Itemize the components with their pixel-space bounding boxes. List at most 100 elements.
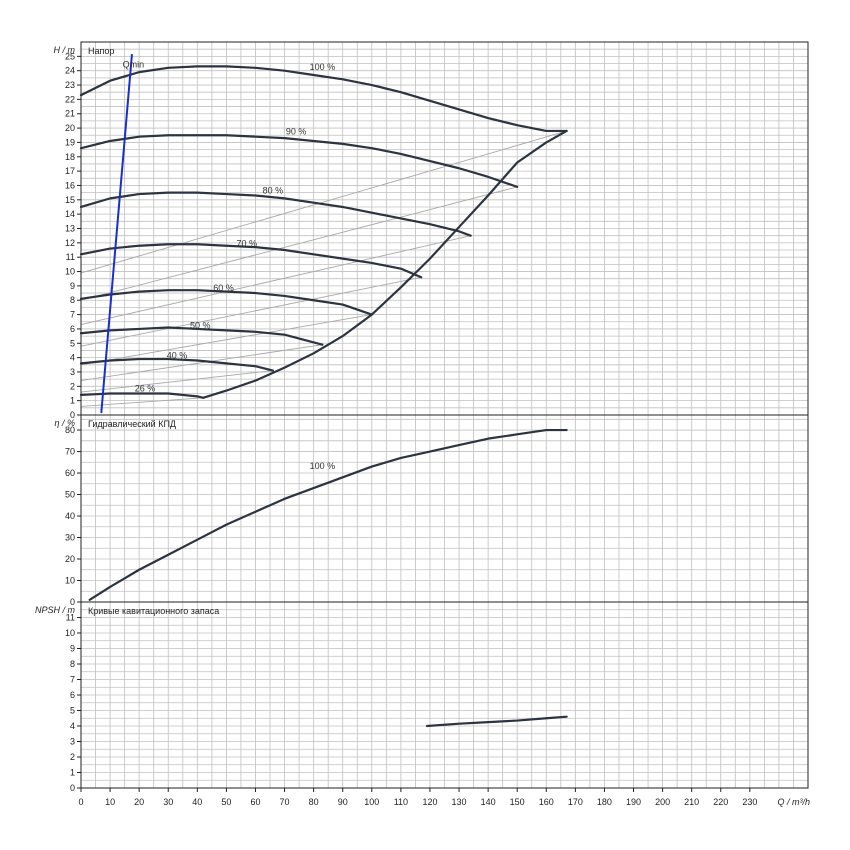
curve-label: 26 % — [135, 383, 156, 393]
y-tick-label: 6 — [70, 324, 75, 334]
x-tick-label: 220 — [713, 797, 728, 807]
x-tick-label: 200 — [655, 797, 670, 807]
y-tick-label: 24 — [65, 66, 75, 76]
series-line — [79, 65, 568, 133]
x-tick-label: 100 — [364, 797, 379, 807]
x-tick-label: 230 — [742, 797, 757, 807]
x-tick-label: 40 — [192, 797, 202, 807]
series-line — [79, 392, 205, 399]
curve-label: 70 % — [236, 239, 257, 249]
y-tick-label: 0 — [70, 597, 75, 607]
y-tick-label: 20 — [65, 123, 75, 133]
series-line — [425, 715, 568, 728]
y-tick-label: 9 — [70, 281, 75, 291]
x-tick-label: 130 — [452, 797, 467, 807]
series-line — [79, 289, 373, 316]
helper-line — [80, 344, 323, 382]
y-tick-label: 10 — [65, 628, 75, 638]
x-tick-label: 90 — [338, 797, 348, 807]
panel-title: Кривые кавитационного запаса — [88, 606, 219, 616]
y-tick-label: 16 — [65, 180, 75, 190]
x-axis-label: Q / m³/h — [777, 797, 810, 807]
x-tick-label: 60 — [250, 797, 260, 807]
helper-line — [80, 314, 372, 366]
y-tick-label: 14 — [65, 209, 75, 219]
x-tick-label: 10 — [105, 797, 115, 807]
helper-line — [80, 235, 471, 326]
series-line — [79, 357, 275, 372]
series-line — [202, 129, 568, 399]
y-tick-label: 3 — [70, 737, 75, 747]
y-tick-label: 22 — [65, 94, 75, 104]
series-line — [79, 134, 519, 188]
curve-label: 50 % — [190, 320, 211, 330]
series-line — [79, 243, 423, 279]
y-tick-label: 11 — [66, 613, 75, 623]
y-tick-label: 15 — [65, 195, 75, 205]
y-tick-label: 0 — [70, 783, 75, 793]
y-tick-label: 7 — [70, 675, 75, 685]
x-tick-label: 180 — [597, 797, 612, 807]
y-axis-label: η / % — [54, 418, 75, 428]
helper-line — [80, 186, 518, 301]
y-tick-label: 9 — [70, 644, 75, 654]
y-tick-label: 11 — [66, 252, 75, 262]
curve-label: 100 % — [310, 461, 336, 471]
series-line — [88, 428, 568, 601]
y-tick-label: 40 — [65, 511, 75, 521]
panel-0: 0123456789101112131415161718192021222324… — [54, 41, 809, 420]
y-tick-label: 13 — [65, 224, 75, 234]
y-tick-label: 20 — [65, 554, 75, 564]
qmin-line — [100, 53, 133, 414]
y-tick-label: 2 — [70, 752, 75, 762]
x-tick-label: 0 — [78, 797, 83, 807]
curve-label: 90 % — [286, 127, 307, 137]
y-tick-label: 10 — [65, 267, 75, 277]
y-axis-label: NPSH / m — [35, 605, 76, 615]
x-tick-label: 190 — [626, 797, 641, 807]
y-tick-label: 1 — [70, 396, 75, 406]
y-tick-label: 50 — [65, 490, 75, 500]
x-tick-label: 20 — [134, 797, 144, 807]
y-tick-label: 80 — [65, 425, 75, 435]
panel-frame — [80, 601, 809, 789]
helper-line — [80, 276, 422, 347]
y-tick-label: 18 — [65, 152, 75, 162]
x-tick-label: 140 — [481, 797, 496, 807]
x-tick-label: 30 — [163, 797, 173, 807]
y-tick-label: 5 — [70, 338, 75, 348]
y-tick-label: 4 — [70, 721, 75, 731]
curve-label: 60 % — [213, 283, 234, 293]
y-tick-label: 6 — [70, 690, 75, 700]
curve-label: Qmin — [123, 59, 145, 69]
curve-label: 100 % — [310, 62, 336, 72]
y-tick-label: 21 — [65, 109, 75, 119]
y-tick-label: 3 — [70, 367, 75, 377]
y-tick-label: 19 — [65, 137, 75, 147]
x-tick-label: 160 — [539, 797, 554, 807]
y-tick-label: 5 — [70, 706, 75, 716]
y-tick-label: 4 — [70, 353, 75, 363]
x-tick-label: 70 — [280, 797, 290, 807]
y-tick-label: 10 — [65, 576, 75, 586]
y-tick-label: 0 — [70, 410, 75, 420]
y-tick-label: 8 — [70, 659, 75, 669]
y-tick-label: 17 — [65, 166, 75, 176]
curve-label: 40 % — [167, 350, 188, 360]
x-tick-label: 210 — [684, 797, 699, 807]
x-tick-label: 50 — [221, 797, 231, 807]
x-tick-label: 170 — [568, 797, 583, 807]
x-tick-label: 150 — [510, 797, 525, 807]
x-tick-label: 110 — [394, 797, 408, 807]
x-tick-label: 120 — [422, 797, 437, 807]
y-tick-label: 23 — [65, 80, 75, 90]
y-tick-label: 7 — [70, 310, 75, 320]
y-axis-label: H / m — [54, 45, 76, 55]
y-tick-label: 25 — [65, 51, 75, 61]
y-tick-label: 8 — [70, 295, 75, 305]
helper-line — [80, 370, 273, 393]
y-tick-label: 60 — [65, 468, 75, 478]
series-line — [79, 326, 324, 346]
